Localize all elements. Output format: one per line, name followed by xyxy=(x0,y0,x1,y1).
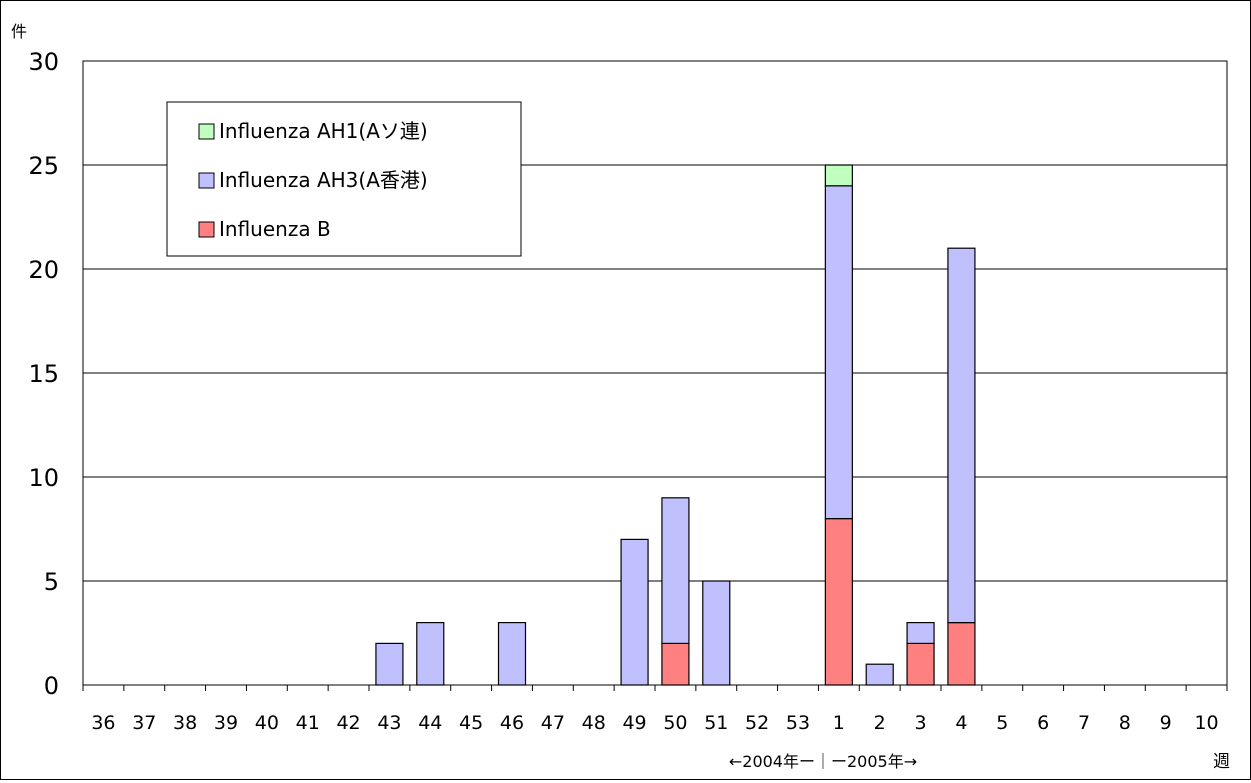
x-tick-label: 2 xyxy=(874,712,886,734)
x-tick-label: 53 xyxy=(786,712,810,734)
x-tick-label: 39 xyxy=(214,712,238,734)
x-tick-label: 51 xyxy=(704,712,728,734)
y-tick-label: 25 xyxy=(28,152,59,180)
x-tick-label: 37 xyxy=(132,712,156,734)
bar-segment xyxy=(947,621,976,686)
x-tick-label: 52 xyxy=(745,712,769,734)
legend-box xyxy=(166,101,522,257)
y-axis-label: 件 xyxy=(11,22,27,41)
y-tick-label: 15 xyxy=(28,360,59,388)
x-tick-label: 3 xyxy=(915,712,927,734)
x-tick-label: 45 xyxy=(459,712,483,734)
legend-swatch xyxy=(198,123,215,140)
x-tick-label: 47 xyxy=(541,712,565,734)
legend: Influenza AH1(Aソ連) Influenza AH3(A香港) Infl… xyxy=(166,101,522,257)
x-tick-label: 40 xyxy=(255,712,279,734)
x-tick-label: 1 xyxy=(833,712,845,734)
y-tick-label: 30 xyxy=(28,48,59,76)
x-tick-label: 5 xyxy=(996,712,1008,734)
bar-segment xyxy=(416,621,445,686)
bar-segment xyxy=(906,642,935,686)
x-tick-label: 46 xyxy=(500,712,524,734)
bar-segment xyxy=(824,185,853,520)
legend-label: Influenza AH3(A香港) xyxy=(219,168,428,192)
x-tick-label: 7 xyxy=(1078,712,1090,734)
bar-segment xyxy=(824,164,853,187)
x-tick-label: 48 xyxy=(582,712,606,734)
bar-segment xyxy=(661,642,690,686)
bars-group xyxy=(375,164,976,686)
x-tick-label: 42 xyxy=(336,712,360,734)
bar-segment xyxy=(497,621,527,686)
x-tick-label: 8 xyxy=(1119,712,1131,734)
x-tick-label: 44 xyxy=(418,712,442,734)
x-tick-label: 4 xyxy=(955,712,967,734)
x-tick-label: 41 xyxy=(296,712,320,734)
bar-segment xyxy=(702,580,731,686)
y-tick-label: 20 xyxy=(28,256,59,284)
y-tick-label: 10 xyxy=(28,464,59,492)
x-tick-label: 49 xyxy=(622,712,646,734)
bar-segment xyxy=(824,517,853,686)
bar-segment xyxy=(375,642,404,686)
legend-swatch xyxy=(198,172,215,189)
legend-label: Influenza B xyxy=(219,217,331,241)
bar-segment xyxy=(947,247,976,624)
year-period-label: ←2004年ー｜ー2005年→ xyxy=(729,752,917,771)
bar-segment xyxy=(661,497,690,644)
legend-swatch xyxy=(198,221,215,238)
y-tick-label: 5 xyxy=(44,568,59,596)
x-tick-label: 6 xyxy=(1037,712,1049,734)
x-tick-label: 38 xyxy=(173,712,197,734)
x-tick-label: 43 xyxy=(377,712,401,734)
legend-label: Influenza AH1(Aソ連) xyxy=(219,119,428,143)
bar-segment xyxy=(906,621,935,644)
x-tick-label: 36 xyxy=(91,712,115,734)
bar-segment xyxy=(620,538,649,686)
x-axis-label: 週 xyxy=(1213,752,1230,772)
bar-segment xyxy=(865,663,894,686)
x-tick-label: 9 xyxy=(1160,712,1172,734)
y-tick-label: 0 xyxy=(44,672,59,700)
x-tick-label: 50 xyxy=(663,712,687,734)
x-tick-label: 10 xyxy=(1194,712,1218,734)
